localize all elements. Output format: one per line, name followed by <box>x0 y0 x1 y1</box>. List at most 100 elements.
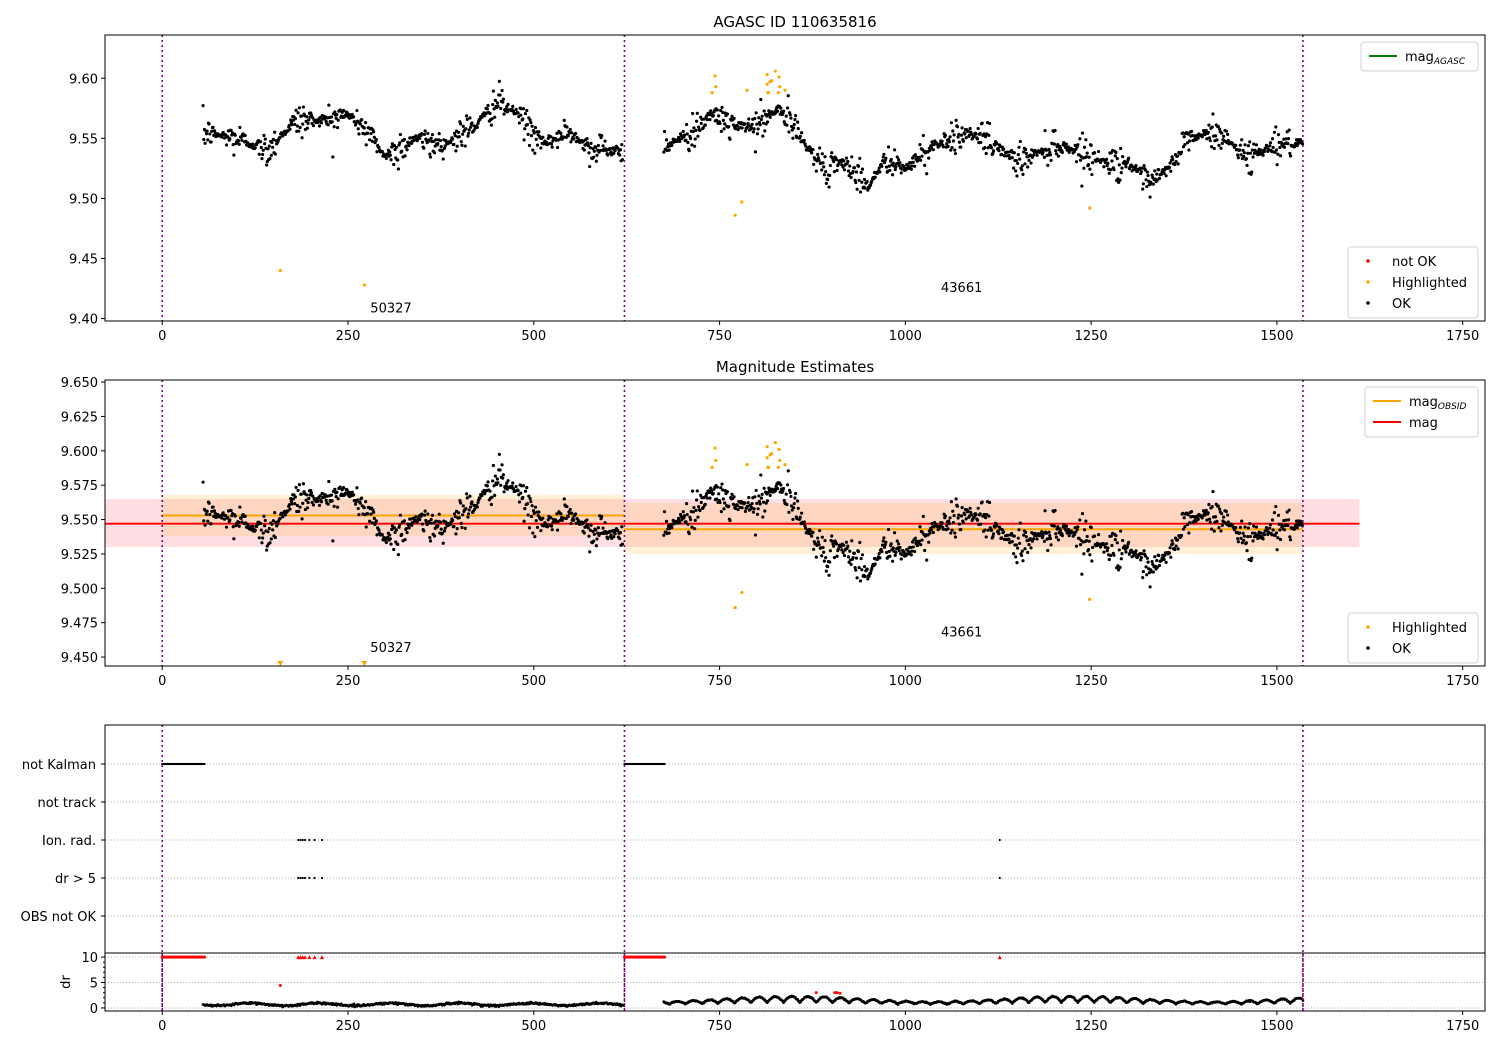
highlighted-point <box>1088 597 1092 601</box>
ok-point <box>357 513 361 517</box>
ok-point <box>1226 132 1230 136</box>
ok-point <box>555 145 560 150</box>
ok-point <box>804 526 808 530</box>
ok-point <box>436 523 440 528</box>
ok-point <box>430 133 435 137</box>
highlighted-point <box>713 446 717 450</box>
ok-point <box>499 106 503 111</box>
ok-point <box>1086 163 1091 167</box>
ok-point <box>369 512 373 516</box>
ok-point <box>452 142 456 146</box>
ok-point <box>460 513 465 517</box>
ok-point <box>1107 171 1111 175</box>
ok-point <box>1007 153 1011 158</box>
ok-point <box>830 151 834 155</box>
ok-point <box>957 140 962 144</box>
ok-point <box>428 152 432 156</box>
ok-point <box>1052 524 1057 528</box>
ok-point <box>696 134 700 138</box>
ok-point <box>931 148 935 152</box>
ok-point <box>1088 553 1092 557</box>
ok-point <box>785 483 790 487</box>
ok-point <box>318 115 322 120</box>
ok-point <box>678 521 682 525</box>
ok-point <box>1240 541 1244 545</box>
ok-point <box>983 135 988 139</box>
x-tick-label: 1750 <box>1446 1019 1479 1034</box>
ok-point <box>867 574 871 578</box>
ok-point <box>396 542 400 546</box>
ok-point <box>498 468 502 472</box>
ok-point <box>1240 138 1244 142</box>
ok-point <box>310 500 314 505</box>
ok-point <box>929 528 933 532</box>
ok-point <box>1082 145 1087 149</box>
flag-label: dr > 5 <box>55 872 96 887</box>
ok-point <box>757 494 761 498</box>
ok-point <box>324 498 328 502</box>
ok-point <box>754 488 758 493</box>
ok-point <box>1026 165 1030 169</box>
ok-point <box>959 528 963 532</box>
ok-point <box>1170 155 1174 159</box>
ok-point <box>620 542 625 546</box>
ok-point <box>592 539 596 543</box>
y-tick-label: 9.500 <box>61 582 98 597</box>
ok-point <box>1054 152 1059 156</box>
ok-point <box>1027 158 1031 162</box>
ok-point <box>720 105 724 109</box>
legend-label: Highlighted <box>1392 276 1467 291</box>
flag-point <box>320 876 324 880</box>
dr-red-point <box>814 991 818 995</box>
ok-point <box>209 522 213 526</box>
ok-point <box>796 120 800 124</box>
ok-point <box>1238 531 1242 535</box>
ok-point <box>1064 528 1068 532</box>
ok-point <box>1226 520 1230 524</box>
ok-point <box>822 559 826 563</box>
ok-point <box>681 129 685 134</box>
ok-point <box>731 123 735 127</box>
ok-point <box>294 485 298 490</box>
ok-point <box>662 510 667 514</box>
ok-point <box>358 122 362 126</box>
legend-label: mag <box>1409 416 1438 431</box>
ok-point <box>260 157 264 161</box>
ok-point <box>1189 510 1194 514</box>
x-tick-label: 1500 <box>1260 1019 1293 1034</box>
ok-point <box>438 138 443 143</box>
ok-point <box>211 505 215 509</box>
ok-point <box>493 493 497 497</box>
ok-point <box>398 141 402 145</box>
ok-point <box>1245 163 1249 168</box>
ok-point <box>1110 543 1114 548</box>
ok-point <box>1253 531 1257 535</box>
ok-point <box>800 131 804 135</box>
ok-point <box>458 498 462 503</box>
ok-point <box>759 473 763 477</box>
ok-point <box>600 134 604 138</box>
ok-point <box>784 114 788 118</box>
ok-point <box>609 150 613 154</box>
ok-point <box>781 486 786 491</box>
ok-point <box>1236 540 1240 544</box>
ok-point <box>850 539 854 543</box>
ok-point <box>457 135 461 139</box>
ok-point <box>688 515 692 519</box>
ok-point <box>1280 524 1285 528</box>
ok-point <box>1086 548 1091 552</box>
ok-point <box>762 109 766 113</box>
ok-point <box>1215 138 1219 142</box>
ok-point <box>266 530 270 534</box>
ok-point <box>377 528 381 532</box>
ok-point <box>1048 536 1053 541</box>
ok-point <box>947 521 952 526</box>
ok-point <box>1236 156 1240 160</box>
ok-point <box>798 515 802 519</box>
ok-point <box>1270 518 1275 522</box>
ok-point <box>236 139 241 143</box>
ok-point <box>766 490 770 495</box>
ok-point <box>840 548 844 552</box>
ok-point <box>1148 585 1152 589</box>
ok-point <box>203 141 207 145</box>
